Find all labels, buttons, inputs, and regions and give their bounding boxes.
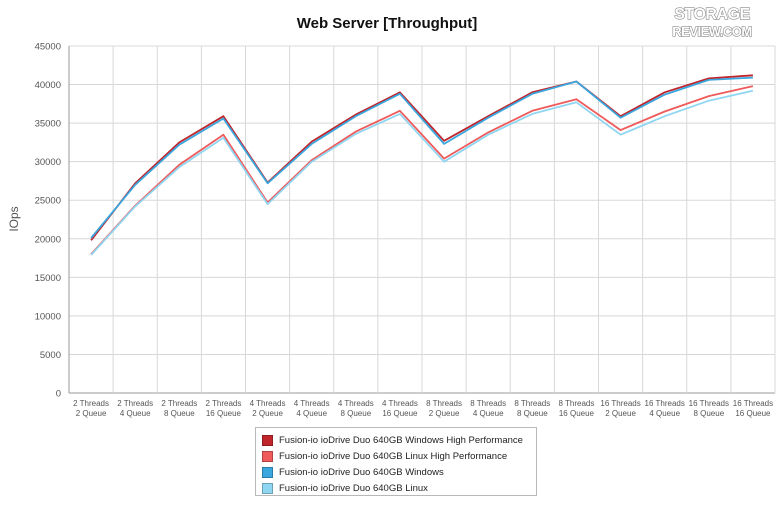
logo-line1: STORAGE bbox=[674, 6, 750, 23]
y-axis-ticks: 0 5000 10000 15000 20000 25000 30000 35000 40000… bbox=[35, 42, 61, 400]
gridlines bbox=[69, 46, 775, 393]
chart-title: Web Server [Throughput] bbox=[297, 15, 478, 32]
storagereview-logo: STORAGE REVIEW.COM bbox=[662, 2, 762, 42]
y-tick-label: 10000 bbox=[35, 311, 61, 322]
x-tick-label: 16 Threads 8 Queue bbox=[689, 399, 729, 418]
x-tick-label: 2 Threads 2 Queue bbox=[73, 399, 109, 418]
legend-swatch bbox=[262, 467, 273, 478]
x-tick-label: 8 Threads 2 Queue bbox=[426, 399, 462, 418]
legend-swatch bbox=[262, 435, 273, 446]
legend-swatch bbox=[262, 483, 273, 494]
x-tick-label: 4 Threads 8 Queue bbox=[338, 399, 374, 418]
y-tick-label: 5000 bbox=[40, 350, 61, 361]
y-tick-label: 30000 bbox=[35, 157, 61, 168]
legend-item-4: Fusion-io ioDrive Duo 640GB Linux bbox=[262, 480, 536, 496]
x-tick-label: 2 Threads 16 Queue bbox=[206, 399, 242, 418]
legend-item-2: Fusion-io ioDrive Duo 640GB Linux High P… bbox=[262, 448, 536, 464]
legend-item-3: Fusion-io ioDrive Duo 640GB Windows bbox=[262, 464, 536, 480]
legend-label: Fusion-io ioDrive Duo 640GB Linux High P… bbox=[279, 451, 507, 462]
legend-label: Fusion-io ioDrive Duo 640GB Windows bbox=[279, 467, 444, 478]
y-tick-label: 25000 bbox=[35, 196, 61, 207]
legend-swatch bbox=[262, 451, 273, 462]
y-axis-label: IOps bbox=[7, 206, 21, 231]
logo-line2: REVIEW.COM bbox=[672, 24, 752, 39]
x-tick-label: 2 Threads 8 Queue bbox=[161, 399, 197, 418]
legend-label: Fusion-io ioDrive Duo 640GB Linux bbox=[279, 483, 428, 494]
y-tick-label: 40000 bbox=[35, 80, 61, 91]
legend-item-1: Fusion-io ioDrive Duo 640GB Windows High… bbox=[262, 432, 536, 448]
y-tick-label: 45000 bbox=[35, 42, 61, 53]
legend-label: Fusion-io ioDrive Duo 640GB Windows High… bbox=[279, 435, 523, 446]
y-tick-label: 35000 bbox=[35, 119, 61, 130]
x-tick-label: 4 Threads 4 Queue bbox=[294, 399, 330, 418]
x-tick-label: 8 Threads 8 Queue bbox=[514, 399, 550, 418]
x-tick-label: 4 Threads 16 Queue bbox=[382, 399, 418, 418]
x-tick-label: 2 Threads 4 Queue bbox=[117, 399, 153, 418]
y-tick-label: 20000 bbox=[35, 234, 61, 245]
x-tick-label: 16 Threads 4 Queue bbox=[645, 399, 685, 418]
x-tick-label: 4 Threads 2 Queue bbox=[250, 399, 286, 418]
x-axis-ticks: 2 Threads 2 Queue 2 Threads 4 Queue 2 Thread… bbox=[73, 399, 773, 418]
x-tick-label: 16 Threads 2 Queue bbox=[600, 399, 640, 418]
y-tick-label: 0 bbox=[56, 389, 61, 400]
x-tick-label: 8 Threads 4 Queue bbox=[470, 399, 506, 418]
chart-legend: Fusion-io ioDrive Duo 640GB Windows High… bbox=[255, 427, 537, 496]
x-tick-label: 16 Threads 16 Queue bbox=[733, 399, 773, 418]
y-tick-label: 15000 bbox=[35, 273, 61, 284]
x-tick-label: 8 Threads 16 Queue bbox=[559, 399, 595, 418]
